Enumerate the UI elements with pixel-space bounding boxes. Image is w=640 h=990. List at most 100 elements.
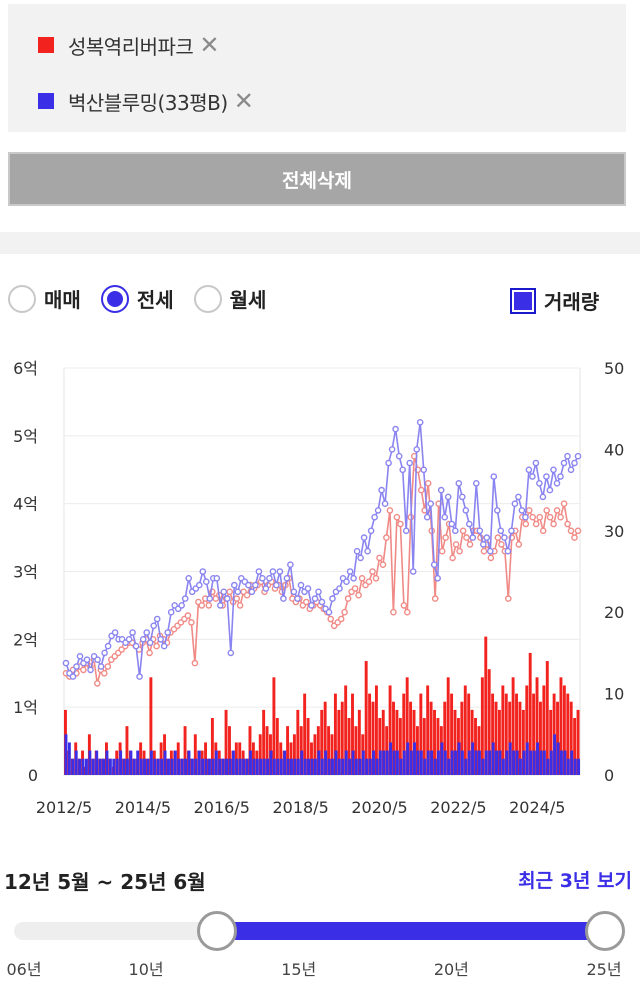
delete-all-button[interactable]: 전체삭제	[8, 152, 626, 206]
volume-bar	[193, 734, 197, 775]
price-point	[399, 466, 407, 474]
radio-circle-icon	[8, 284, 36, 313]
volume-bar	[303, 758, 307, 775]
volume-bar	[395, 709, 399, 775]
price-point	[337, 615, 345, 623]
price-point	[139, 635, 147, 643]
price-point	[308, 602, 315, 609]
y-left-tick-label: 5억	[13, 427, 38, 446]
price-point	[479, 541, 487, 548]
y-left-tick-label: 6억	[13, 359, 38, 378]
volume-bar	[512, 750, 516, 775]
volume-bar	[542, 750, 546, 775]
volume-bar	[348, 758, 352, 775]
volume-bar	[74, 750, 78, 775]
price-point	[227, 649, 235, 657]
volume-bar	[296, 709, 300, 775]
volume-bar	[491, 742, 495, 775]
compare-legend-panel: 성복역리버파크 ✕ 벽산블루밍(33평B) ✕	[8, 4, 626, 132]
volume-bar	[344, 750, 348, 775]
close-icon[interactable]: ✕	[233, 87, 254, 115]
price-point	[346, 568, 354, 575]
y-left-tick-label: 3억	[13, 563, 38, 582]
volume-bar	[344, 685, 348, 775]
volume-bar	[153, 758, 157, 775]
price-point	[125, 635, 133, 643]
volume-bar	[119, 750, 123, 775]
volume-bar	[419, 750, 423, 775]
volume-bar	[167, 758, 170, 775]
volume-bar	[218, 758, 222, 775]
legend-label-0: 성복역리버파크	[68, 34, 194, 59]
volume-bar	[361, 750, 365, 775]
volume-bar	[371, 701, 375, 775]
volume-bar	[413, 742, 416, 775]
legend-item-1: 벽산블루밍(33평B) ✕	[38, 86, 254, 116]
volume-bar	[190, 758, 194, 775]
radio-jeonse[interactable]: 전세	[100, 284, 174, 313]
price-point	[178, 602, 185, 609]
volume-bar	[560, 750, 563, 775]
volume-bar	[156, 758, 160, 775]
volume-checkbox[interactable]: 거래량	[510, 286, 599, 315]
price-point	[504, 547, 512, 555]
volume-bar	[556, 701, 559, 775]
price-point	[400, 602, 408, 609]
volume-bar	[327, 726, 331, 775]
volume-bar	[519, 758, 522, 775]
volume-bar	[146, 758, 150, 775]
volume-bar	[460, 750, 464, 775]
price-point	[223, 595, 231, 602]
price-point	[353, 547, 361, 555]
price-point	[101, 669, 108, 677]
radio-sale[interactable]: 매매	[8, 284, 81, 313]
volume-bar	[88, 750, 92, 775]
volume-bar	[416, 750, 420, 775]
volume-bar	[183, 726, 187, 775]
volume-bar	[525, 685, 529, 775]
legend-item-0: 성복역리버파크 ✕	[38, 30, 219, 60]
volume-bar	[204, 742, 208, 775]
price-point	[498, 541, 505, 548]
recent-3-years-button[interactable]: 최근 3년 보기	[518, 870, 632, 892]
volume-bar	[518, 701, 522, 775]
volume-bar	[436, 750, 440, 775]
range-slider-end-handle[interactable]	[585, 911, 626, 951]
price-point	[302, 598, 310, 606]
y-right-tick-label: 0	[604, 766, 614, 785]
volume-bar	[446, 677, 450, 775]
price-point	[564, 520, 571, 528]
volume-bar	[64, 734, 68, 775]
price-point	[104, 642, 112, 650]
price-point	[259, 574, 266, 582]
volume-bar	[378, 750, 382, 775]
price-point	[543, 473, 550, 480]
checkbox-checked-icon	[510, 287, 536, 314]
volume-bar	[105, 750, 109, 775]
price-point	[539, 493, 547, 501]
radio-monthly[interactable]: 월세	[193, 284, 266, 313]
price-point	[266, 574, 273, 582]
volume-bar	[521, 709, 525, 775]
volume-bar	[184, 758, 188, 775]
price-point	[329, 595, 336, 602]
price-point	[522, 513, 529, 521]
volume-bar	[422, 718, 426, 775]
price-point	[423, 513, 431, 521]
volume-bar	[480, 677, 484, 775]
volume-bar	[398, 718, 402, 775]
price-point	[571, 534, 578, 541]
price-point	[184, 612, 192, 619]
price-point	[472, 479, 480, 487]
slider-tick-label: 06년	[6, 960, 42, 979]
price-point	[437, 486, 445, 494]
volume-bar	[501, 685, 505, 775]
close-icon[interactable]: ✕	[199, 31, 220, 59]
price-point	[73, 663, 80, 670]
price-point	[83, 656, 91, 664]
price-point	[515, 493, 522, 501]
price-point	[351, 585, 359, 592]
price-point	[567, 527, 575, 535]
range-slider-start-handle[interactable]	[197, 911, 238, 951]
price-point	[344, 595, 352, 602]
